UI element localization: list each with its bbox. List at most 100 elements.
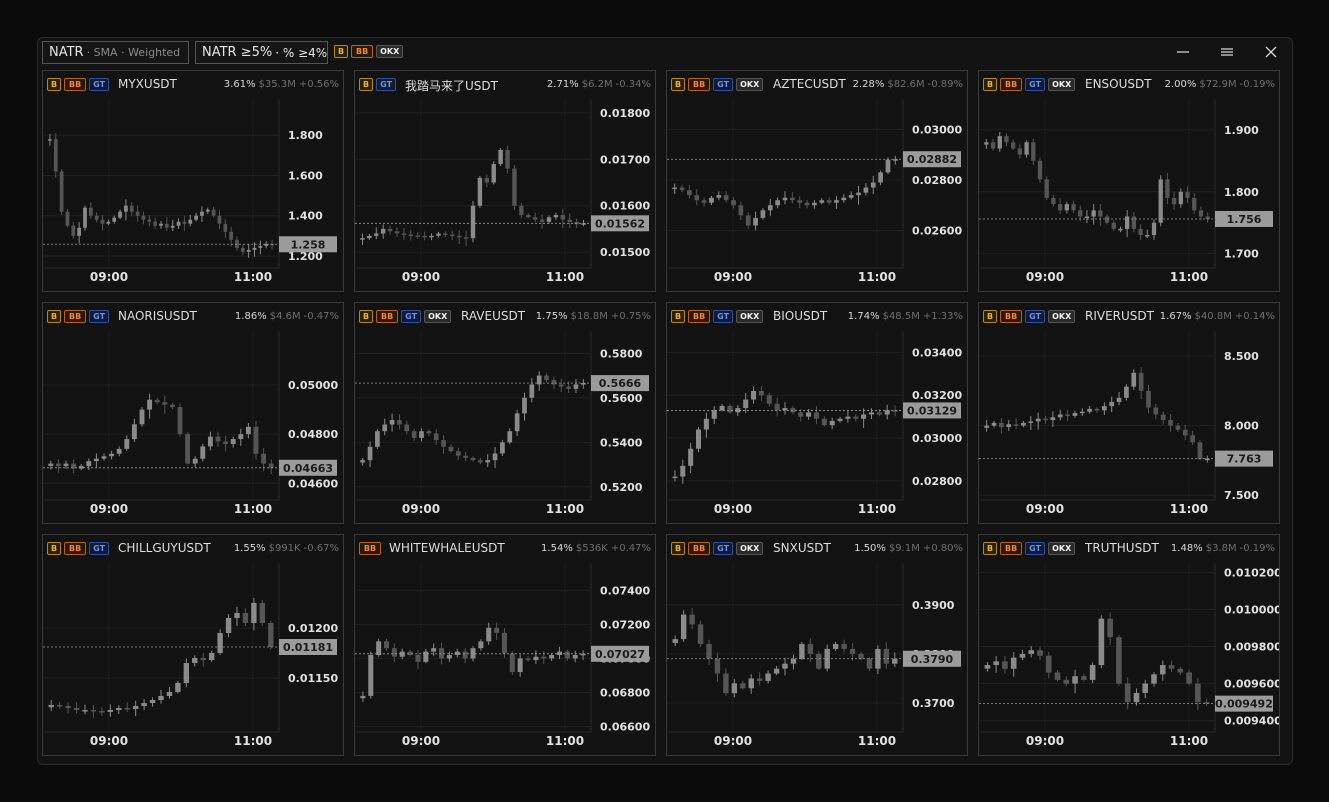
symbol-label[interactable]: CHILLGUYUSDT bbox=[118, 541, 211, 555]
exchange-badge-bb[interactable]: BB bbox=[688, 78, 711, 91]
candlestick-chart[interactable]: 0.03000 0.02800 0.02600 0.02882 09:00 11:00 bbox=[667, 71, 967, 291]
chart-panel[interactable]: 0.01200 0.01150 0.01181 09:00 11:00 B BB GT CHIL… bbox=[42, 534, 344, 756]
exchange-badge-okx[interactable]: OKX bbox=[424, 310, 452, 323]
exchange-badge-gt[interactable]: GT bbox=[376, 78, 397, 91]
panel-header: B BB GT MYXUSDT 3.61% $35.3M +0.56% bbox=[43, 71, 343, 97]
exchange-badge-b[interactable]: B bbox=[359, 78, 374, 91]
exchange-badge-b[interactable]: B bbox=[983, 542, 998, 555]
exchange-badge-gt[interactable]: GT bbox=[713, 542, 734, 555]
natr-filter-button[interactable]: NATR ≥5% · % ≥4% bbox=[195, 41, 328, 64]
exchange-badge-okx[interactable]: OKX bbox=[736, 310, 764, 323]
candlestick-chart[interactable]: 1.900 1.800 1.700 1.756 09:00 11:00 bbox=[979, 71, 1279, 291]
symbol-label[interactable]: 我踏马来了USDT bbox=[405, 79, 498, 93]
symbol-label[interactable]: MYXUSDT bbox=[118, 77, 177, 91]
panel-header: B BB GT OKX SNXUSDT 1.50% $9.1M +0.80% bbox=[667, 535, 967, 561]
exchange-badge-okx[interactable]: OKX bbox=[736, 542, 764, 555]
exchange-badge-bb[interactable]: BB bbox=[64, 78, 87, 91]
candle-body bbox=[514, 413, 520, 432]
exchange-badge-bb[interactable]: BB bbox=[1000, 542, 1023, 555]
candle-body bbox=[1071, 204, 1076, 211]
exchange-badge-bb[interactable]: BB bbox=[64, 542, 87, 555]
candlestick-chart[interactable]: 0.05000 0.04800 0.04600 0.04663 09:00 11:00 bbox=[43, 303, 343, 523]
exchange-badge-gt[interactable]: GT bbox=[1025, 310, 1046, 323]
time-tick-label: 11:00 bbox=[858, 270, 896, 284]
maximize-icon[interactable] bbox=[1216, 43, 1238, 61]
exchange-badges: B BB GT OKX bbox=[983, 310, 1076, 323]
exchange-badge-b[interactable]: B bbox=[671, 310, 686, 323]
exchange-badge-b[interactable]: B bbox=[671, 542, 686, 555]
exchange-badge-b[interactable]: B bbox=[983, 310, 998, 323]
exchange-badge-gt[interactable]: GT bbox=[401, 310, 422, 323]
exchange-badge-gt[interactable]: GT bbox=[89, 542, 110, 555]
chart-panel[interactable]: 0.05000 0.04800 0.04600 0.04663 09:00 11:00 B B… bbox=[42, 302, 344, 524]
chart-panel[interactable]: 0.010200 0.010000 0.009800 0.009600 0.009400… bbox=[978, 534, 1280, 756]
exchange-badge-b[interactable]: B bbox=[47, 542, 62, 555]
candlestick-chart[interactable]: 0.074000.072000.070000.068000.066000.070… bbox=[355, 535, 655, 755]
candle-body bbox=[384, 641, 390, 649]
exchange-badge-gt[interactable]: GT bbox=[1025, 542, 1046, 555]
chart-panel[interactable]: 1.900 1.800 1.700 1.756 09:00 11:00 B BB GT OKX EN… bbox=[978, 70, 1280, 292]
exchange-badge-bb[interactable]: BB bbox=[688, 542, 711, 555]
chart-panel[interactable]: 0.01800 0.01700 0.01600 0.01500 0.01562 09:00… bbox=[354, 70, 656, 292]
symbol-label[interactable]: TRUTHUSDT bbox=[1085, 541, 1159, 555]
price-tick-label: 0.010000 bbox=[1224, 603, 1279, 616]
exchange-badge-bb[interactable]: BB bbox=[64, 310, 87, 323]
natr-value: 1.54% bbox=[541, 543, 573, 554]
exchange-badge-b[interactable]: B bbox=[359, 310, 374, 323]
natr-mode-button[interactable]: NATR · SMA · Weighted bbox=[42, 41, 189, 64]
exchange-badge-bb[interactable]: BB bbox=[376, 310, 399, 323]
chart-panel[interactable]: 1.800 1.600 1.400 1.200 1.258 09:00 11:00 B BB GT… bbox=[42, 70, 344, 292]
chart-panel[interactable]: 0.03000 0.02800 0.02600 0.02882 09:00 11:00 B B… bbox=[666, 70, 968, 292]
close-icon[interactable] bbox=[1260, 43, 1282, 61]
candle-body bbox=[380, 228, 386, 234]
candle-body bbox=[723, 673, 729, 694]
chart-panel[interactable]: 0.39000.38000.37000.379009:0011:00BBBGTO… bbox=[666, 534, 968, 756]
symbol-label[interactable]: AZTECUSDT bbox=[773, 77, 846, 91]
candlestick-chart[interactable]: 0.5800 0.5600 0.5400 0.5200 0.5666 09:00 11:00 bbox=[355, 303, 655, 523]
candlestick-chart[interactable]: 0.010200 0.010000 0.009800 0.009600 0.009400… bbox=[979, 535, 1279, 755]
exchange-badge-okx[interactable]: OKX bbox=[1048, 78, 1076, 91]
exchange-badge-b[interactable]: B bbox=[47, 310, 62, 323]
candle-body bbox=[885, 159, 891, 173]
candlestick-chart[interactable]: 8.500 8.000 7.500 7.763 09:00 11:00 bbox=[979, 303, 1279, 523]
exchange-badge-okx[interactable]: OKX bbox=[1048, 310, 1076, 323]
symbol-label[interactable]: RIVERUSDT bbox=[1085, 309, 1154, 323]
symbol-label[interactable]: RAVEUSDT bbox=[461, 309, 526, 323]
candle-body bbox=[1102, 406, 1107, 411]
candle-body bbox=[694, 195, 700, 201]
chart-panel[interactable]: 0.074000.072000.070000.068000.066000.070… bbox=[354, 534, 656, 756]
candle-body bbox=[382, 424, 388, 432]
exchange-badge-gt[interactable]: GT bbox=[89, 310, 110, 323]
candlestick-chart[interactable]: 0.01200 0.01150 0.01181 09:00 11:00 bbox=[43, 535, 343, 755]
symbol-label[interactable]: WHITEWHALEUSDT bbox=[389, 541, 505, 555]
exchange-badge-bb[interactable]: BB bbox=[1000, 310, 1023, 323]
exchange-badge-gt[interactable]: GT bbox=[713, 310, 734, 323]
exchange-badge-bb[interactable]: BB bbox=[688, 310, 711, 323]
minimize-icon[interactable] bbox=[1172, 43, 1194, 61]
exchange-toggle-bb[interactable]: BB bbox=[351, 45, 374, 58]
exchange-toggle-okx[interactable]: OKX bbox=[376, 45, 404, 58]
candle-body bbox=[124, 708, 130, 710]
exchange-badge-gt[interactable]: GT bbox=[1025, 78, 1046, 91]
exchange-badge-bb[interactable]: BB bbox=[359, 542, 381, 555]
exchange-badge-gt[interactable]: GT bbox=[713, 78, 734, 91]
exchange-badge-b[interactable]: B bbox=[47, 78, 62, 91]
exchange-badge-bb[interactable]: BB bbox=[1000, 78, 1023, 91]
exchange-badge-gt[interactable]: GT bbox=[89, 78, 110, 91]
symbol-label[interactable]: ENSOUSDT bbox=[1085, 77, 1152, 91]
exchange-badge-b[interactable]: B bbox=[671, 78, 686, 91]
chart-panel[interactable]: 0.03400 0.03200 0.03000 0.02800 0.03129 09:00… bbox=[666, 302, 968, 524]
symbol-label[interactable]: BIOUSDT bbox=[773, 309, 828, 323]
exchange-badge-b[interactable]: B bbox=[983, 78, 998, 91]
symbol-label[interactable]: NAORISUSDT bbox=[118, 309, 197, 323]
exchange-badge-okx[interactable]: OKX bbox=[736, 78, 764, 91]
chart-panel[interactable]: 0.5800 0.5600 0.5400 0.5200 0.5666 09:00 11:00… bbox=[354, 302, 656, 524]
exchange-toggle-b[interactable]: B bbox=[334, 45, 349, 58]
candlestick-chart[interactable]: 0.01800 0.01700 0.01600 0.01500 0.01562 09:00… bbox=[355, 71, 655, 291]
exchange-badge-okx[interactable]: OKX bbox=[1048, 542, 1076, 555]
candlestick-chart[interactable]: 0.03400 0.03200 0.03000 0.02800 0.03129 09:00… bbox=[667, 303, 967, 523]
chart-panel[interactable]: 8.500 8.000 7.500 7.763 09:00 11:00 B BB GT OKX RI… bbox=[978, 302, 1280, 524]
symbol-label[interactable]: SNXUSDT bbox=[773, 541, 831, 555]
